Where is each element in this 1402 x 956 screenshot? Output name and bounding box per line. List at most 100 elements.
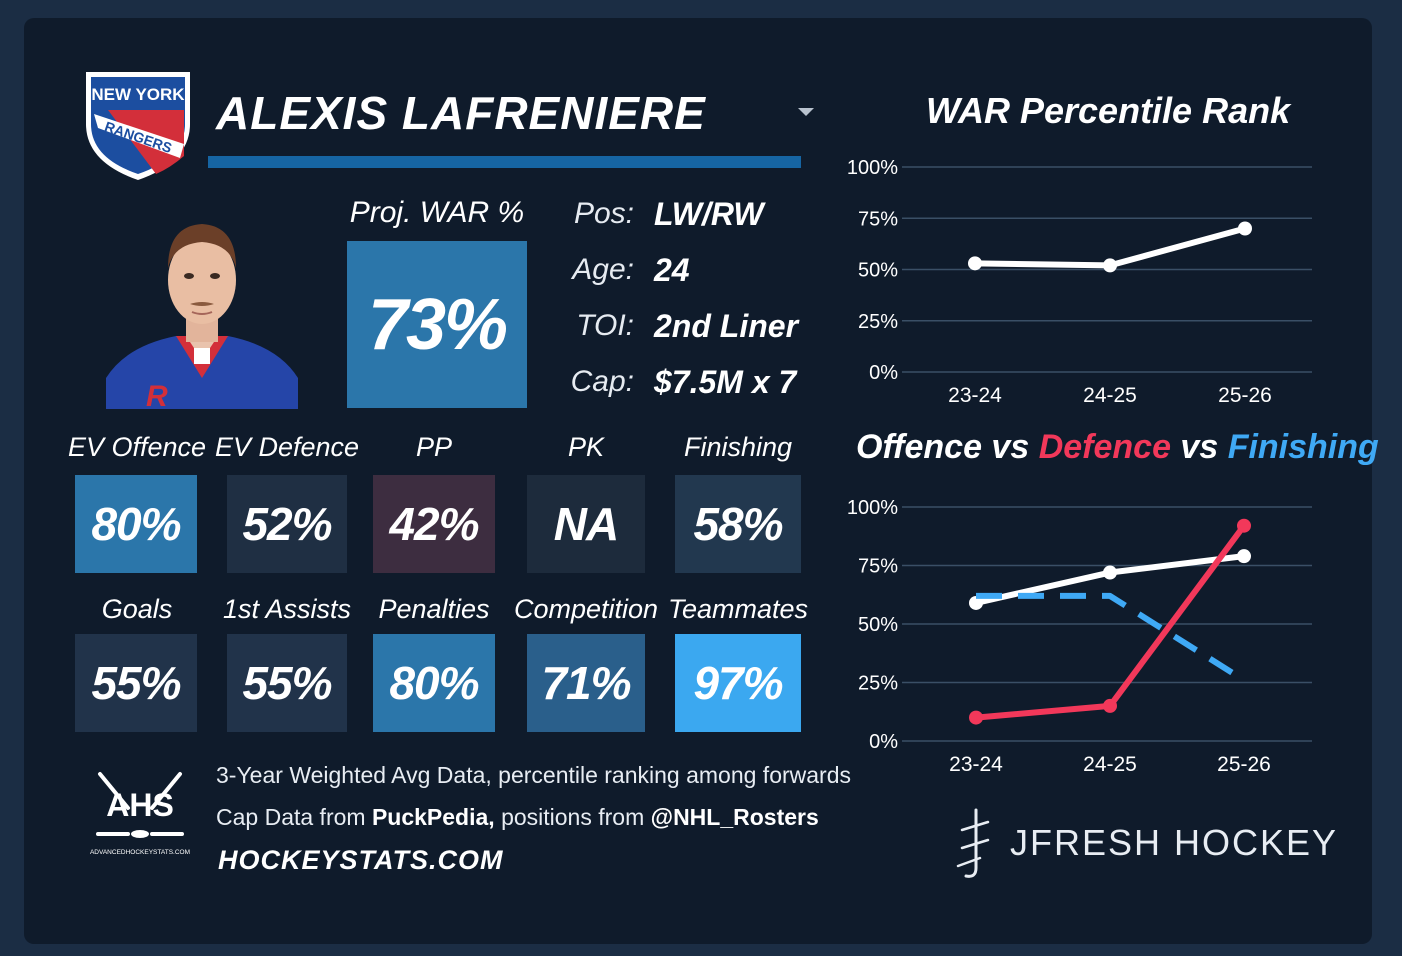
info-value: 24	[654, 251, 690, 288]
x-tick-label: 24-25	[1083, 384, 1137, 407]
rangers-shield-logo: NEW YORK RANGERS	[86, 72, 190, 180]
war-chart-title: WAR Percentile Rank	[926, 90, 1291, 131]
svg-text:R: R	[146, 380, 168, 409]
ahs-logo: AHS ADVANCEDHOCKEYSTATS.COM	[90, 772, 190, 856]
info-value: 2nd Liner	[654, 307, 799, 344]
stat-tile-competition: 71%	[527, 634, 645, 732]
x-tick-label: 25-26	[1218, 384, 1272, 407]
info-label: TOI:	[576, 309, 634, 342]
jfresh-logo-icon	[956, 808, 990, 878]
data-point-offence	[1237, 549, 1251, 564]
data-point-offence	[969, 595, 983, 610]
series-line-finishing	[976, 592, 1246, 683]
stat-value: 55%	[91, 657, 181, 709]
x-tick-label: 23-24	[949, 753, 1003, 776]
stat-tile-goals: 55%	[75, 634, 197, 732]
y-tick-label: 25%	[858, 311, 898, 333]
data-point-war	[1238, 221, 1252, 236]
stat-value: 80%	[91, 498, 181, 550]
x-tick-label: 23-24	[948, 384, 1002, 407]
title-offence: Offence	[856, 428, 982, 466]
stat-value: 71%	[541, 657, 631, 709]
stat-tile-finishing: 58%	[675, 475, 801, 573]
war-percentile-chart: 0% 25% 50% 75% 100% 23-24 24-25 25-26	[847, 157, 1312, 407]
logo-text-top: NEW YORK	[91, 85, 185, 104]
info-label: Pos:	[573, 197, 634, 230]
series-line-defence	[973, 522, 1247, 721]
y-tick-label: 75%	[858, 556, 898, 578]
stat-label-penalties: Penalties	[378, 594, 490, 624]
data-point-defence	[1237, 518, 1251, 533]
y-tick-label: 0%	[869, 362, 898, 384]
footer-data-note: 3-Year Weighted Avg Data, percentile ran…	[216, 762, 852, 788]
stat-tile-teammates: 97%	[675, 634, 801, 732]
stat-label-goals: Goals	[101, 594, 173, 624]
stat-value: 42%	[389, 498, 479, 550]
stat-label-pp: PP	[415, 432, 453, 462]
stat-label-pk: PK	[567, 432, 605, 462]
y-tick-label: 25%	[858, 673, 898, 695]
stat-label-ev-defence: EV Defence	[214, 432, 360, 462]
info-row-age: Age: 24	[560, 248, 830, 292]
name-underline	[208, 156, 801, 168]
stat-value: NA	[553, 498, 619, 550]
info-row-cap: Cap: $7.5M x 7	[560, 360, 830, 404]
stat-tile-first-assists: 55%	[227, 634, 347, 732]
stat-tile-ev-offence: 80%	[75, 475, 197, 573]
data-point-war	[1103, 258, 1117, 273]
footer-mid: positions from	[494, 804, 651, 830]
footer-source-note: Cap Data from PuckPedia, positions from …	[216, 804, 819, 831]
y-tick-label: 100%	[847, 497, 898, 519]
player-dropdown-icon[interactable]	[798, 108, 814, 116]
y-tick-label: 50%	[858, 614, 898, 636]
data-point-defence	[969, 710, 983, 725]
nhl-rosters-link[interactable]: @NHL_Rosters	[650, 804, 819, 830]
projected-war-box: 73%	[347, 241, 527, 408]
stat-label-first-assists: 1st Assists	[222, 594, 352, 624]
info-value: $7.5M x 7	[654, 363, 797, 400]
y-tick-label: 100%	[847, 157, 898, 179]
info-label: Age:	[572, 253, 634, 286]
stat-tile-penalties: 80%	[373, 634, 495, 732]
ahs-logo-subtext: ADVANCEDHOCKEYSTATS.COM	[90, 849, 190, 856]
stat-label-ev-offence: EV Offence	[67, 432, 207, 462]
stat-value: 80%	[389, 657, 479, 709]
title-finishing: Finishing	[1227, 428, 1379, 466]
ahs-logo-text: AHS	[106, 787, 174, 823]
y-tick-label: 75%	[858, 208, 898, 230]
data-point-offence	[1103, 565, 1117, 580]
stat-value: 97%	[693, 657, 783, 709]
footer-prefix: Cap Data from	[216, 804, 372, 830]
info-label: Cap:	[570, 365, 634, 398]
x-tick-label: 24-25	[1083, 753, 1137, 776]
stat-tile-pk: NA	[527, 475, 645, 573]
jfresh-hockey-brand: JFRESH HOCKEY	[1010, 822, 1339, 863]
info-row-position: Pos: LW/RW	[560, 192, 830, 236]
hockeystats-link[interactable]: HOCKEYSTATS.COM	[218, 845, 504, 875]
y-tick-label: 50%	[858, 260, 898, 282]
x-tick-label: 25-26	[1217, 753, 1271, 776]
stat-tile-pp: 42%	[373, 475, 495, 573]
stat-value: 55%	[242, 657, 332, 709]
info-value: LW/RW	[654, 195, 764, 232]
stat-label-competition: Competition	[513, 594, 659, 624]
stat-label-finishing: Finishing	[683, 432, 793, 462]
y-tick-label: 0%	[869, 731, 898, 753]
stat-tile-ev-defence: 52%	[227, 475, 347, 573]
data-point-war	[968, 256, 982, 271]
info-row-toi: TOI: 2nd Liner	[560, 304, 830, 348]
player-name: ALEXIS LAFRENIERE	[216, 87, 706, 139]
player-photo: R	[106, 224, 298, 409]
title-vs-1: vs	[981, 428, 1039, 466]
title-vs-2: vs	[1170, 428, 1228, 466]
off-def-fin-chart: 0% 25% 50% 75% 100% 23-24 24-25 25-26	[847, 497, 1312, 776]
stat-value: 52%	[242, 498, 332, 550]
title-defence: Defence	[1038, 428, 1171, 466]
projected-war-value: 73%	[367, 284, 508, 365]
stat-label-teammates: Teammates	[667, 594, 809, 624]
projected-war-label: Proj. WAR %	[349, 196, 525, 229]
data-point-defence	[1103, 698, 1117, 713]
off-def-fin-chart-title: Offence vs Defence vs Finishing	[856, 428, 1379, 467]
stat-value: 58%	[693, 498, 783, 550]
puckpedia-link[interactable]: PuckPedia,	[371, 804, 495, 830]
